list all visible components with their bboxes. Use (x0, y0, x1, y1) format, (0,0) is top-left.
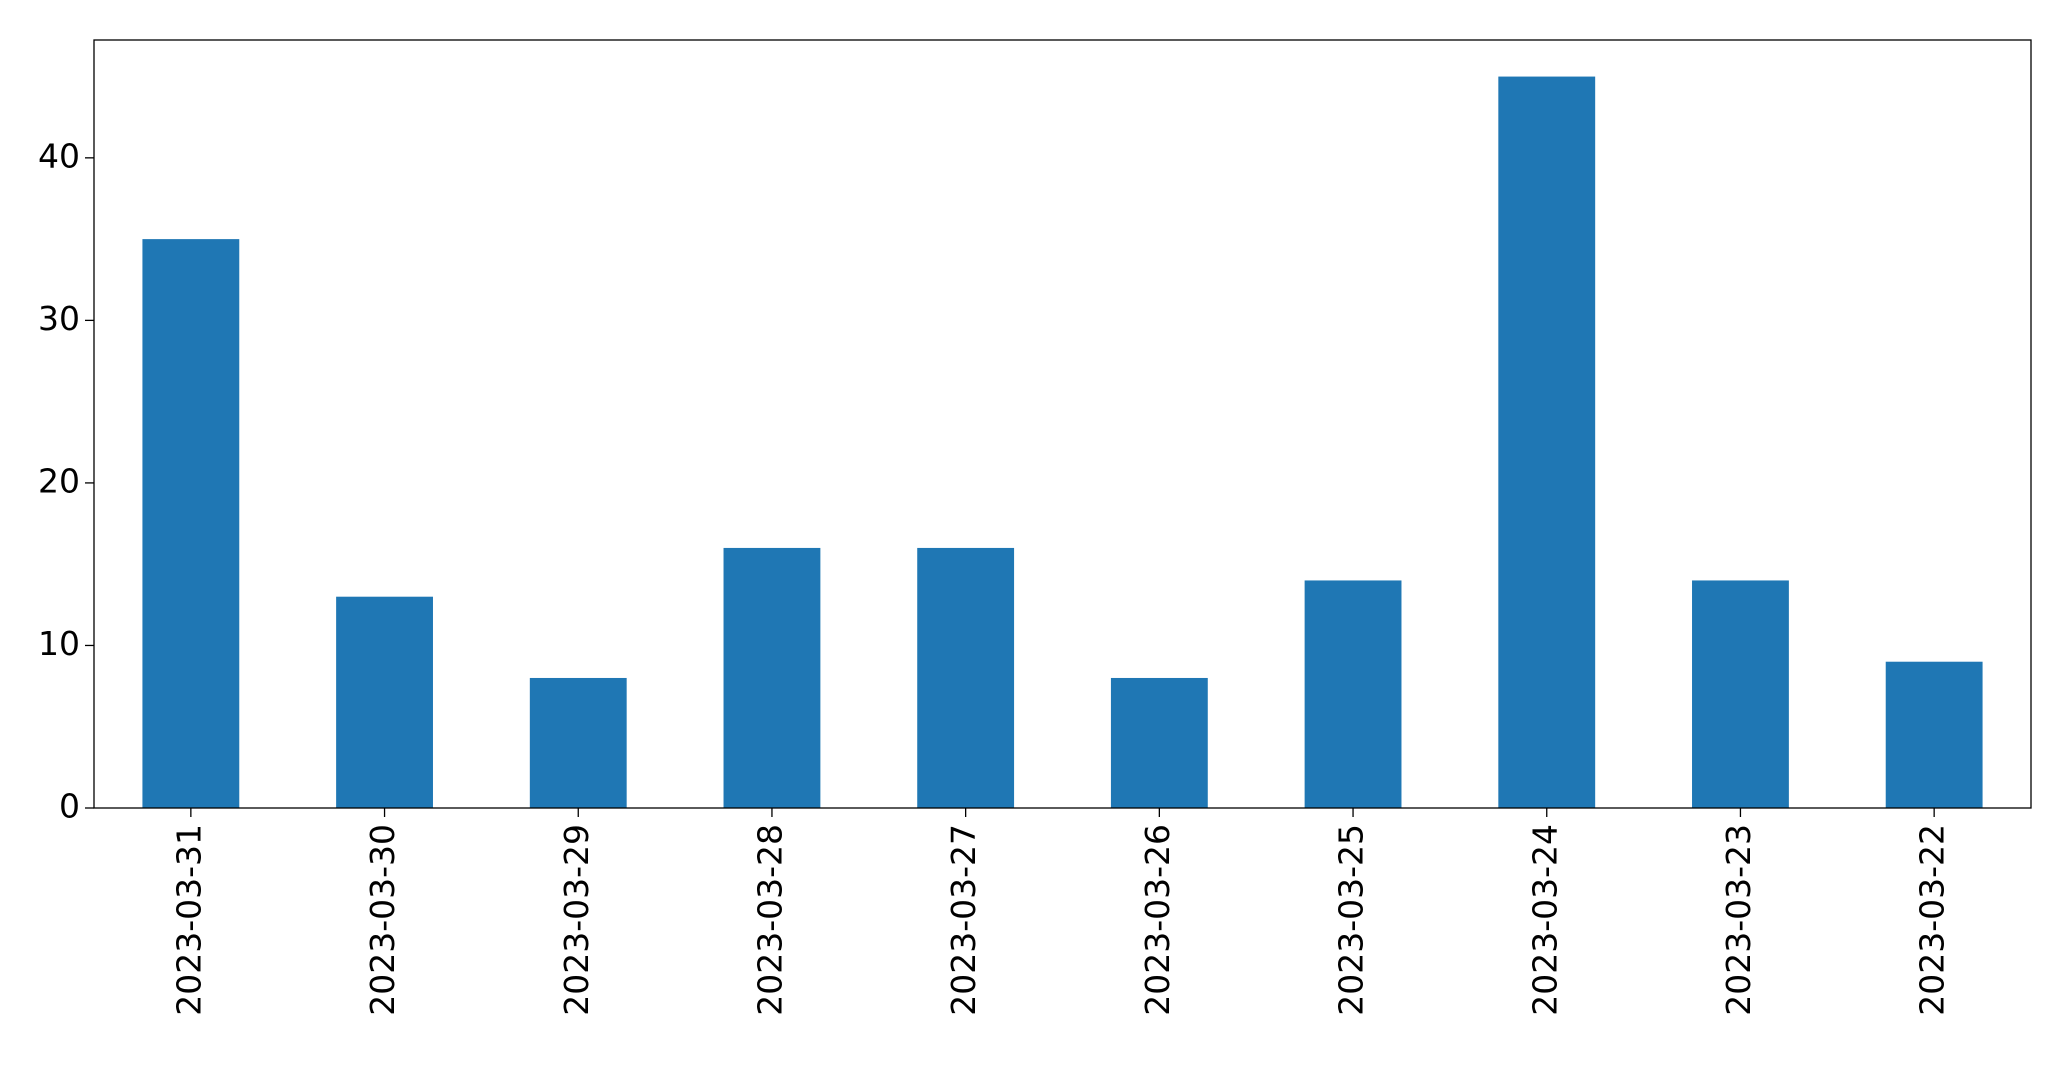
bar (723, 547, 821, 808)
x-tick-label: 2023-03-24 (1525, 824, 1564, 1016)
x-tick-label: 2023-03-26 (1138, 824, 1177, 1016)
bar (142, 239, 240, 809)
x-tick-label: 2023-03-30 (363, 824, 402, 1016)
y-tick-label: 10 (38, 624, 80, 663)
bar (529, 677, 627, 808)
bar (1110, 677, 1208, 808)
bar (1304, 580, 1402, 808)
y-tick-label: 20 (38, 461, 80, 500)
plot-frame (93, 39, 2032, 809)
bar (336, 596, 433, 808)
x-tick-label: 2023-03-29 (557, 824, 596, 1016)
x-tick-label: 2023-03-28 (750, 824, 789, 1016)
y-tick-label: 30 (38, 299, 80, 338)
x-tick-label: 2023-03-23 (1719, 824, 1758, 1016)
x-tick-label: 2023-03-27 (944, 824, 983, 1016)
bar (1498, 76, 1596, 809)
x-tick-label: 2023-03-31 (169, 824, 208, 1016)
y-tick-label: 40 (38, 136, 80, 175)
x-tick-label: 2023-03-25 (1332, 824, 1371, 1016)
bar (1692, 580, 1789, 808)
bar (917, 547, 1015, 808)
x-tick-label: 2023-03-22 (1913, 824, 1952, 1016)
y-tick-label: 0 (59, 787, 80, 826)
bar (1885, 661, 1983, 808)
